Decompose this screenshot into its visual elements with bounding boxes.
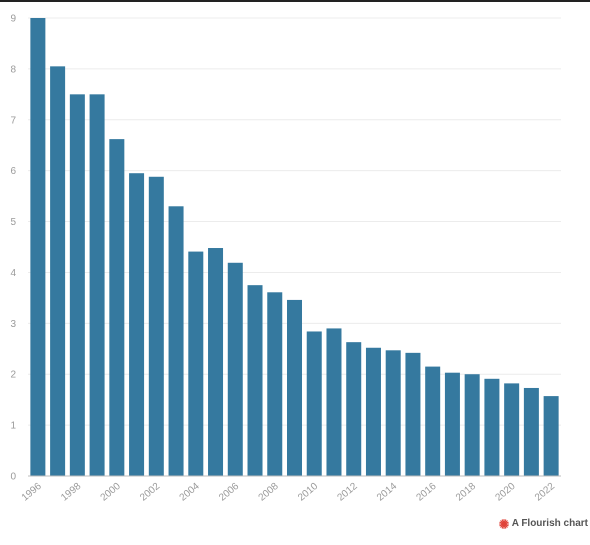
- bar: [109, 139, 125, 477]
- bar: [385, 350, 401, 476]
- x-tick-label: 2020: [493, 481, 517, 504]
- y-tick-label: 3: [10, 319, 16, 330]
- bar: [168, 206, 184, 477]
- bar: [69, 94, 85, 476]
- x-tick-label: 2008: [257, 481, 281, 504]
- y-tick-label: 8: [10, 64, 16, 75]
- bar: [267, 292, 283, 476]
- bar: [208, 248, 224, 476]
- x-tick-label: 2006: [217, 481, 241, 504]
- bar: [89, 94, 105, 476]
- y-tick-label: 6: [10, 166, 16, 177]
- bar: [504, 383, 520, 476]
- y-tick-label: 0: [10, 472, 16, 483]
- bar: [543, 396, 559, 476]
- bar: [129, 173, 145, 476]
- bar: [346, 342, 362, 476]
- bar: [247, 285, 263, 476]
- y-tick-label: 4: [10, 268, 16, 279]
- y-tick-label: 1: [10, 421, 16, 432]
- bar: [188, 251, 204, 476]
- bar: [484, 378, 500, 476]
- bar: [326, 328, 342, 476]
- x-tick-label: 1998: [59, 481, 83, 504]
- y-tick-label: 7: [10, 115, 16, 126]
- x-tick-label: 2004: [178, 481, 202, 504]
- x-tick-label: 2002: [138, 481, 162, 504]
- bar: [425, 366, 441, 476]
- bar: [50, 66, 66, 476]
- bar: [444, 372, 460, 476]
- x-tick-label: 2018: [454, 481, 478, 504]
- y-tick-label: 9: [10, 14, 16, 25]
- top-rule: [0, 0, 590, 2]
- flourish-credit-link[interactable]: A Flourish chart: [498, 518, 588, 529]
- credit-label: A Flourish chart: [511, 518, 588, 529]
- flourish-logo-icon: [498, 518, 509, 529]
- bar: [365, 347, 381, 476]
- bar: [523, 387, 539, 476]
- flourish-logo-center: [502, 521, 506, 526]
- x-tick-label: 2016: [414, 481, 438, 504]
- x-tick-label: 2022: [533, 481, 557, 504]
- bar: [227, 262, 243, 476]
- x-tick-label: 2010: [296, 481, 320, 504]
- x-tick-label: 2012: [336, 481, 360, 504]
- bar: [464, 374, 480, 476]
- y-tick-label: 5: [10, 217, 16, 228]
- y-tick-label: 2: [10, 370, 16, 381]
- x-tick-label: 2014: [375, 481, 399, 504]
- bar: [405, 352, 421, 476]
- bar: [148, 176, 164, 477]
- x-tick-label: 2000: [99, 481, 123, 504]
- bar: [306, 331, 322, 476]
- x-tick-label: 1996: [20, 481, 44, 504]
- bar: [286, 299, 303, 476]
- bar: [30, 18, 46, 476]
